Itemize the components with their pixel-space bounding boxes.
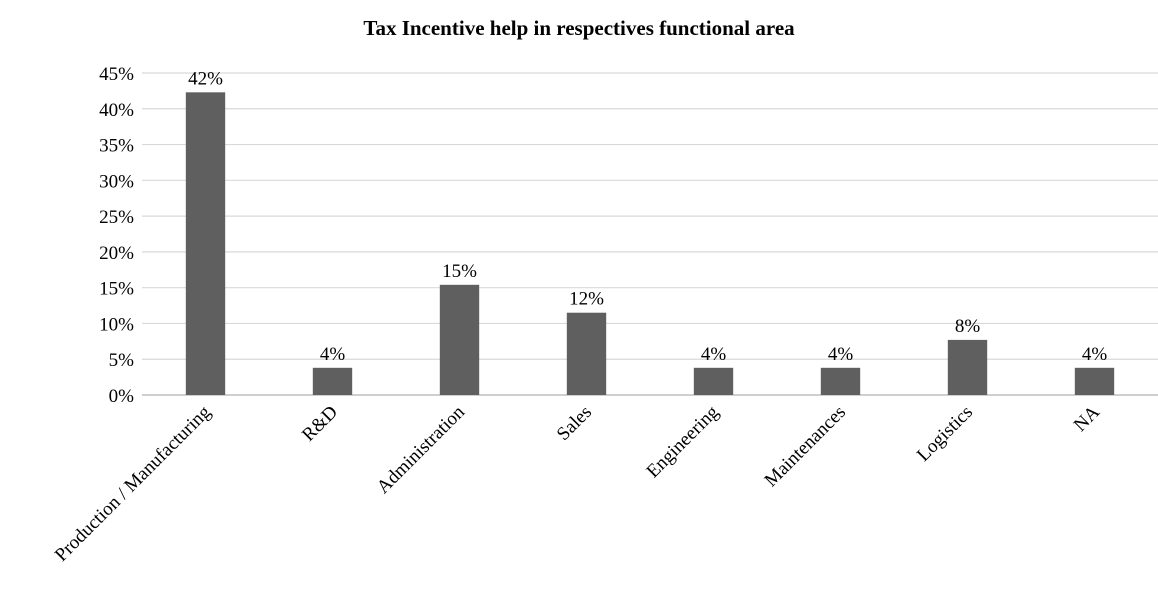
y-tick-label: 40% — [99, 100, 134, 121]
bar — [821, 368, 860, 395]
data-label: 4% — [701, 344, 727, 365]
y-tick-label: 5% — [109, 350, 135, 371]
y-tick-label: 35% — [99, 136, 134, 157]
gridlines — [142, 73, 1158, 359]
y-tick-label: 45% — [99, 64, 134, 85]
x-category-label: Administration — [373, 401, 470, 498]
bar — [440, 285, 479, 395]
data-label: 8% — [955, 316, 981, 337]
x-category-label: R&D — [298, 402, 342, 446]
data-label: 12% — [569, 289, 604, 310]
bar — [186, 92, 225, 395]
data-label: 42% — [188, 68, 223, 89]
x-category-label: Logistics — [913, 402, 977, 466]
x-category-label: Engineering — [643, 401, 724, 482]
x-category-label: NA — [1070, 401, 1104, 435]
y-tick-label: 30% — [99, 171, 134, 192]
y-tick-label: 15% — [99, 279, 134, 300]
data-label: 4% — [320, 344, 346, 365]
x-category-label: Maintenances — [761, 402, 850, 491]
x-category-label: Sales — [553, 402, 596, 445]
bar — [313, 368, 352, 395]
bar — [694, 368, 733, 395]
data-label: 15% — [442, 261, 477, 282]
bar — [1075, 368, 1114, 395]
y-tick-label: 20% — [99, 243, 134, 264]
y-tick-label: 25% — [99, 207, 134, 228]
bar — [567, 313, 606, 395]
y-tick-label: 0% — [109, 386, 135, 407]
data-label: 4% — [828, 344, 854, 365]
bar — [948, 340, 987, 395]
data-label: 4% — [1082, 344, 1108, 365]
x-category-label: Production / Manufacturing — [51, 401, 215, 565]
y-tick-label: 10% — [99, 314, 134, 335]
